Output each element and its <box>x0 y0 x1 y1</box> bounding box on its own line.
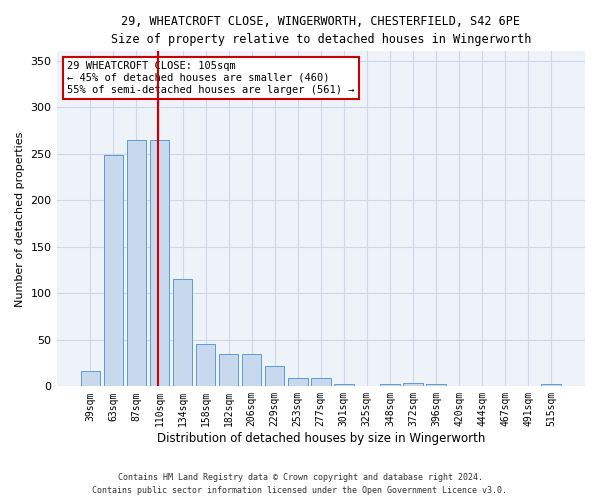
Y-axis label: Number of detached properties: Number of detached properties <box>15 131 25 306</box>
Bar <box>311 378 331 386</box>
Bar <box>403 382 423 386</box>
Bar <box>219 354 238 386</box>
Bar <box>80 372 100 386</box>
Bar <box>541 384 561 386</box>
Bar <box>426 384 446 386</box>
Bar <box>334 384 353 386</box>
Bar <box>127 140 146 386</box>
Text: Contains HM Land Registry data © Crown copyright and database right 2024.
Contai: Contains HM Land Registry data © Crown c… <box>92 474 508 495</box>
Bar <box>173 280 193 386</box>
Bar <box>104 154 123 386</box>
Bar <box>380 384 400 386</box>
Title: 29, WHEATCROFT CLOSE, WINGERWORTH, CHESTERFIELD, S42 6PE
Size of property relati: 29, WHEATCROFT CLOSE, WINGERWORTH, CHEST… <box>110 15 531 46</box>
Bar <box>265 366 284 386</box>
Text: 29 WHEATCROFT CLOSE: 105sqm
← 45% of detached houses are smaller (460)
55% of se: 29 WHEATCROFT CLOSE: 105sqm ← 45% of det… <box>67 62 355 94</box>
Bar <box>288 378 308 386</box>
X-axis label: Distribution of detached houses by size in Wingerworth: Distribution of detached houses by size … <box>157 432 485 445</box>
Bar <box>149 140 169 386</box>
Bar <box>242 354 262 386</box>
Bar <box>196 344 215 387</box>
